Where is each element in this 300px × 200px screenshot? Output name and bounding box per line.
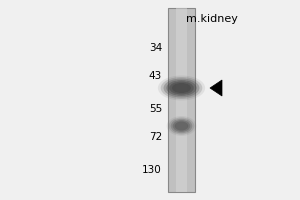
Text: m.kidney: m.kidney [186,14,237,24]
Text: 43: 43 [149,71,162,81]
Ellipse shape [169,82,194,95]
Polygon shape [210,80,222,96]
Bar [176,8,187,192]
Ellipse shape [172,83,191,93]
Text: 34: 34 [149,43,162,53]
Ellipse shape [164,78,200,98]
Ellipse shape [167,116,196,136]
Ellipse shape [161,77,202,99]
Ellipse shape [173,120,190,132]
Bar [168,8,195,192]
Text: 72: 72 [149,132,162,142]
Ellipse shape [171,119,192,133]
Ellipse shape [169,117,194,135]
Text: 130: 130 [142,165,162,175]
Ellipse shape [175,121,188,130]
Text: 55: 55 [149,104,162,114]
Ellipse shape [167,80,197,96]
Ellipse shape [158,75,205,100]
